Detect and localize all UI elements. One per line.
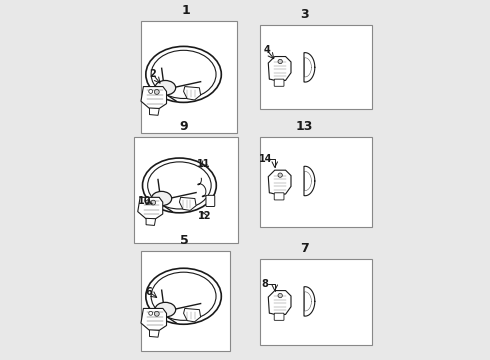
Circle shape bbox=[146, 200, 149, 204]
Polygon shape bbox=[179, 197, 196, 211]
Polygon shape bbox=[141, 86, 167, 108]
Text: 1: 1 bbox=[181, 4, 190, 17]
Polygon shape bbox=[184, 86, 200, 100]
FancyBboxPatch shape bbox=[274, 313, 284, 320]
Text: 3: 3 bbox=[300, 8, 309, 21]
FancyBboxPatch shape bbox=[260, 25, 372, 109]
Polygon shape bbox=[146, 218, 156, 225]
Polygon shape bbox=[138, 197, 163, 219]
Text: 13: 13 bbox=[296, 120, 313, 133]
Polygon shape bbox=[149, 108, 159, 115]
Text: 2: 2 bbox=[149, 69, 156, 79]
Text: 9: 9 bbox=[180, 120, 189, 133]
FancyBboxPatch shape bbox=[206, 195, 215, 207]
Circle shape bbox=[154, 311, 159, 316]
Text: 6: 6 bbox=[146, 287, 152, 297]
Text: 4: 4 bbox=[264, 45, 270, 55]
Polygon shape bbox=[268, 291, 291, 315]
Circle shape bbox=[278, 293, 282, 298]
FancyBboxPatch shape bbox=[274, 193, 284, 200]
Ellipse shape bbox=[155, 302, 175, 317]
Text: 14: 14 bbox=[259, 154, 272, 164]
Circle shape bbox=[278, 173, 282, 177]
Polygon shape bbox=[304, 166, 315, 196]
Polygon shape bbox=[141, 309, 167, 330]
Circle shape bbox=[149, 90, 153, 93]
Polygon shape bbox=[304, 287, 315, 316]
Ellipse shape bbox=[151, 192, 172, 206]
Text: 8: 8 bbox=[262, 279, 269, 289]
Polygon shape bbox=[268, 170, 291, 195]
FancyBboxPatch shape bbox=[134, 138, 238, 243]
Circle shape bbox=[154, 90, 159, 94]
FancyBboxPatch shape bbox=[141, 21, 237, 133]
Text: 11: 11 bbox=[197, 159, 211, 169]
FancyBboxPatch shape bbox=[260, 258, 372, 345]
Circle shape bbox=[151, 200, 156, 205]
Polygon shape bbox=[149, 330, 159, 337]
Ellipse shape bbox=[155, 81, 175, 95]
FancyBboxPatch shape bbox=[141, 251, 230, 351]
Circle shape bbox=[278, 59, 282, 64]
Text: 10: 10 bbox=[138, 196, 151, 206]
Text: 5: 5 bbox=[180, 234, 189, 247]
Polygon shape bbox=[268, 57, 291, 81]
Circle shape bbox=[149, 311, 153, 315]
Text: 7: 7 bbox=[300, 242, 309, 255]
Polygon shape bbox=[184, 309, 200, 322]
Text: 12: 12 bbox=[197, 211, 211, 221]
Polygon shape bbox=[304, 53, 315, 82]
FancyBboxPatch shape bbox=[274, 79, 284, 86]
FancyBboxPatch shape bbox=[260, 138, 372, 227]
